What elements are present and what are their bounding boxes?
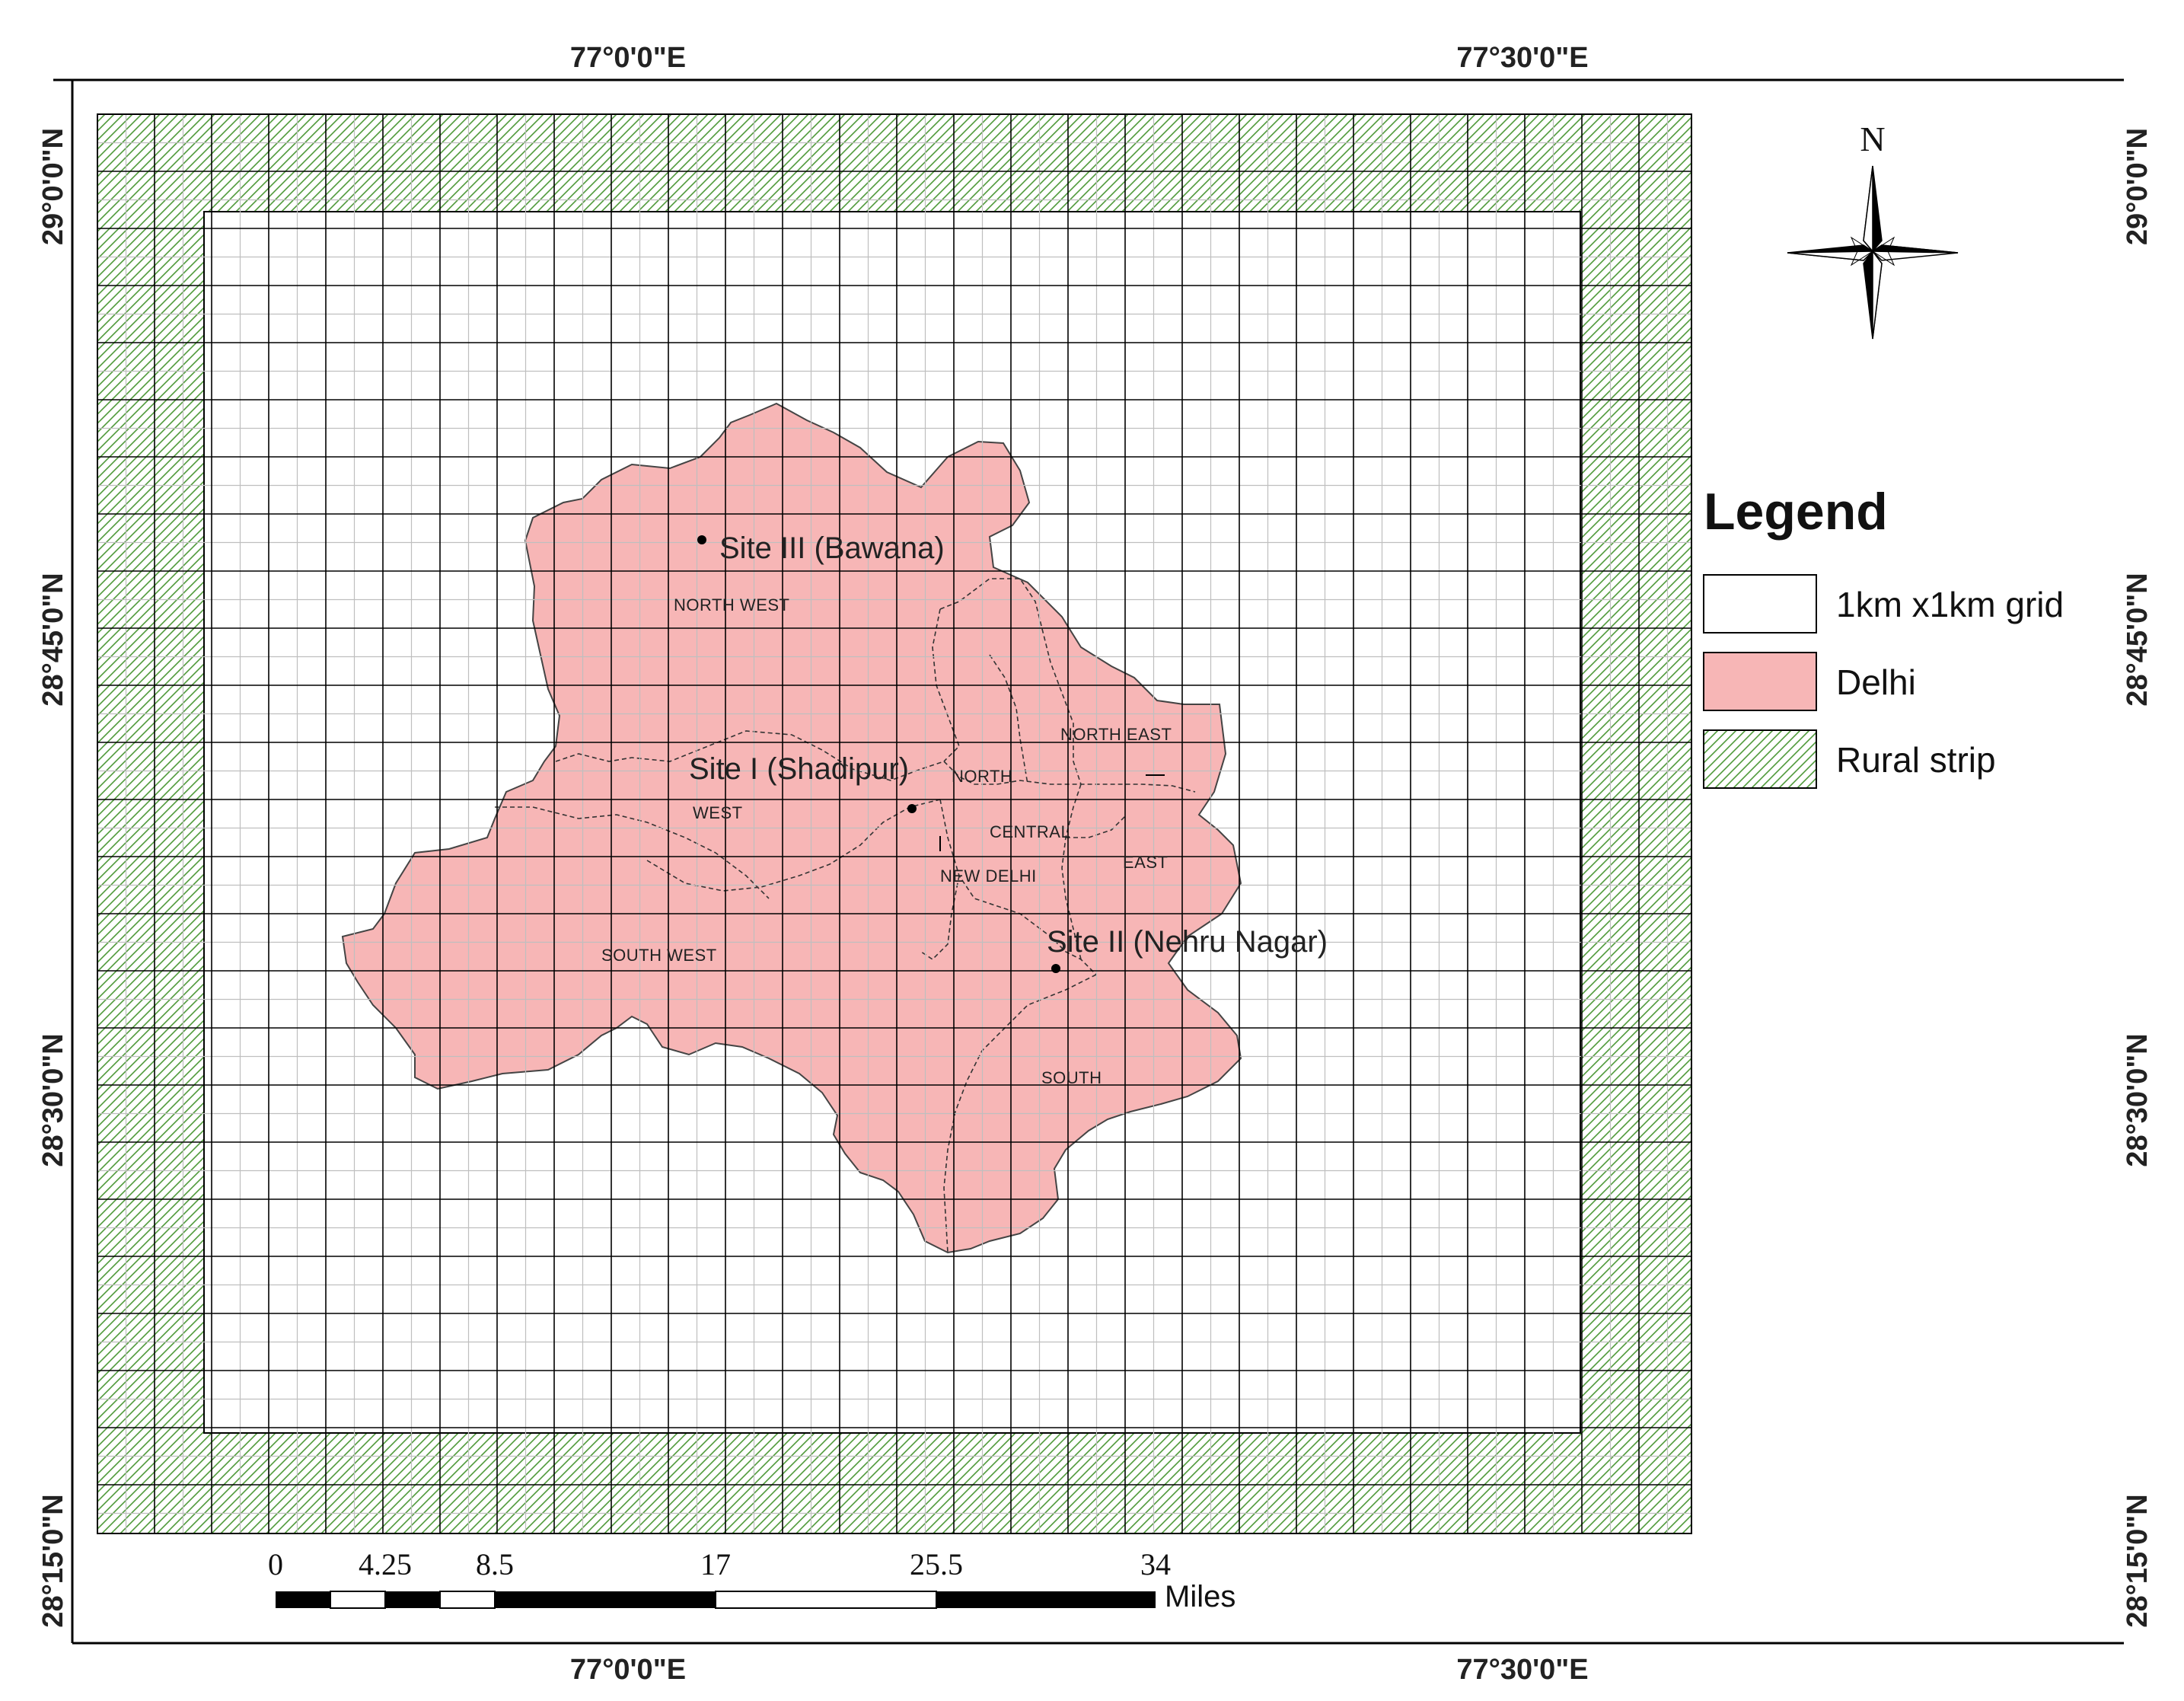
district-north-west: NORTH WEST: [674, 595, 789, 614]
scale-tick-3: 17: [700, 1547, 731, 1581]
district-new-delhi: NEW DELHI: [940, 866, 1037, 886]
site-bawana-label: Site III (Bawana): [719, 531, 945, 565]
graticule-left-4: 28°15'0"N: [37, 1494, 69, 1627]
km-grid: [97, 114, 1691, 1533]
graticule-right-4: 28°15'0"N: [2122, 1494, 2154, 1627]
graticule-top-1: 77°0'0"E: [570, 42, 686, 74]
graticule-left-3: 28°30'0"N: [37, 1033, 69, 1166]
legend-title: Legend: [1704, 483, 1888, 541]
district-east: EAST: [1123, 853, 1168, 872]
legend-label-rural: Rural strip: [1836, 740, 1996, 780]
legend-label-delhi: Delhi: [1836, 662, 1916, 702]
legend-swatch-grid: [1703, 574, 1817, 633]
scale-bar: 0 4.25 8.5 17 25.5 34 Miles: [268, 1547, 1235, 1613]
legend-swatch-delhi: [1703, 652, 1817, 711]
district-central: CENTRAL: [990, 822, 1070, 841]
site-shadipur-label: Site I (Shadipur): [689, 752, 909, 786]
site-bawana-marker: [697, 535, 706, 544]
graticule-left-1: 29°0'0"N: [37, 128, 69, 245]
site-nehru-nagar-label: Site II (Nehru Nagar): [1047, 925, 1328, 959]
graticule-bottom-1: 77°0'0"E: [570, 1654, 686, 1686]
rural-strip: [97, 114, 1691, 1533]
map-extent-border: [97, 113, 1692, 1534]
graticule-right-1: 29°0'0"N: [2122, 128, 2154, 245]
graticule-right-3: 28°30'0"N: [2122, 1033, 2154, 1166]
legend: Legend 1km x1km grid Delhi Rural strip: [1703, 483, 2064, 789]
scale-tick-5: 34: [1140, 1547, 1171, 1581]
graticule-top-2: 77°30'0"E: [1456, 42, 1588, 74]
legend-swatch-rural: [1703, 729, 1817, 789]
district-west: WEST: [693, 803, 743, 822]
district-south: SOUTH: [1041, 1068, 1102, 1087]
district-north: NORTH: [952, 767, 1012, 786]
graticule-bottom-2: 77°30'0"E: [1456, 1654, 1588, 1686]
scale-tick-4: 25.5: [910, 1547, 963, 1581]
district-south-west: SOUTH WEST: [601, 946, 717, 965]
scale-tick-2: 8.5: [476, 1547, 514, 1581]
graticule-left-2: 28°45'0"N: [37, 573, 69, 706]
site-shadipur-marker: [907, 804, 917, 813]
district-north-east: NORTH EAST: [1060, 725, 1172, 744]
north-arrow-icon: N: [1787, 120, 1959, 340]
north-label: N: [1860, 120, 1885, 158]
scale-tick-0: 0: [268, 1547, 283, 1581]
scale-unit: Miles: [1165, 1580, 1235, 1613]
graticule-right-2: 28°45'0"N: [2122, 573, 2154, 706]
legend-label-grid: 1km x1km grid: [1836, 585, 2064, 624]
scale-tick-1: 4.25: [359, 1547, 412, 1581]
site-nehru-nagar-marker: [1051, 964, 1060, 973]
